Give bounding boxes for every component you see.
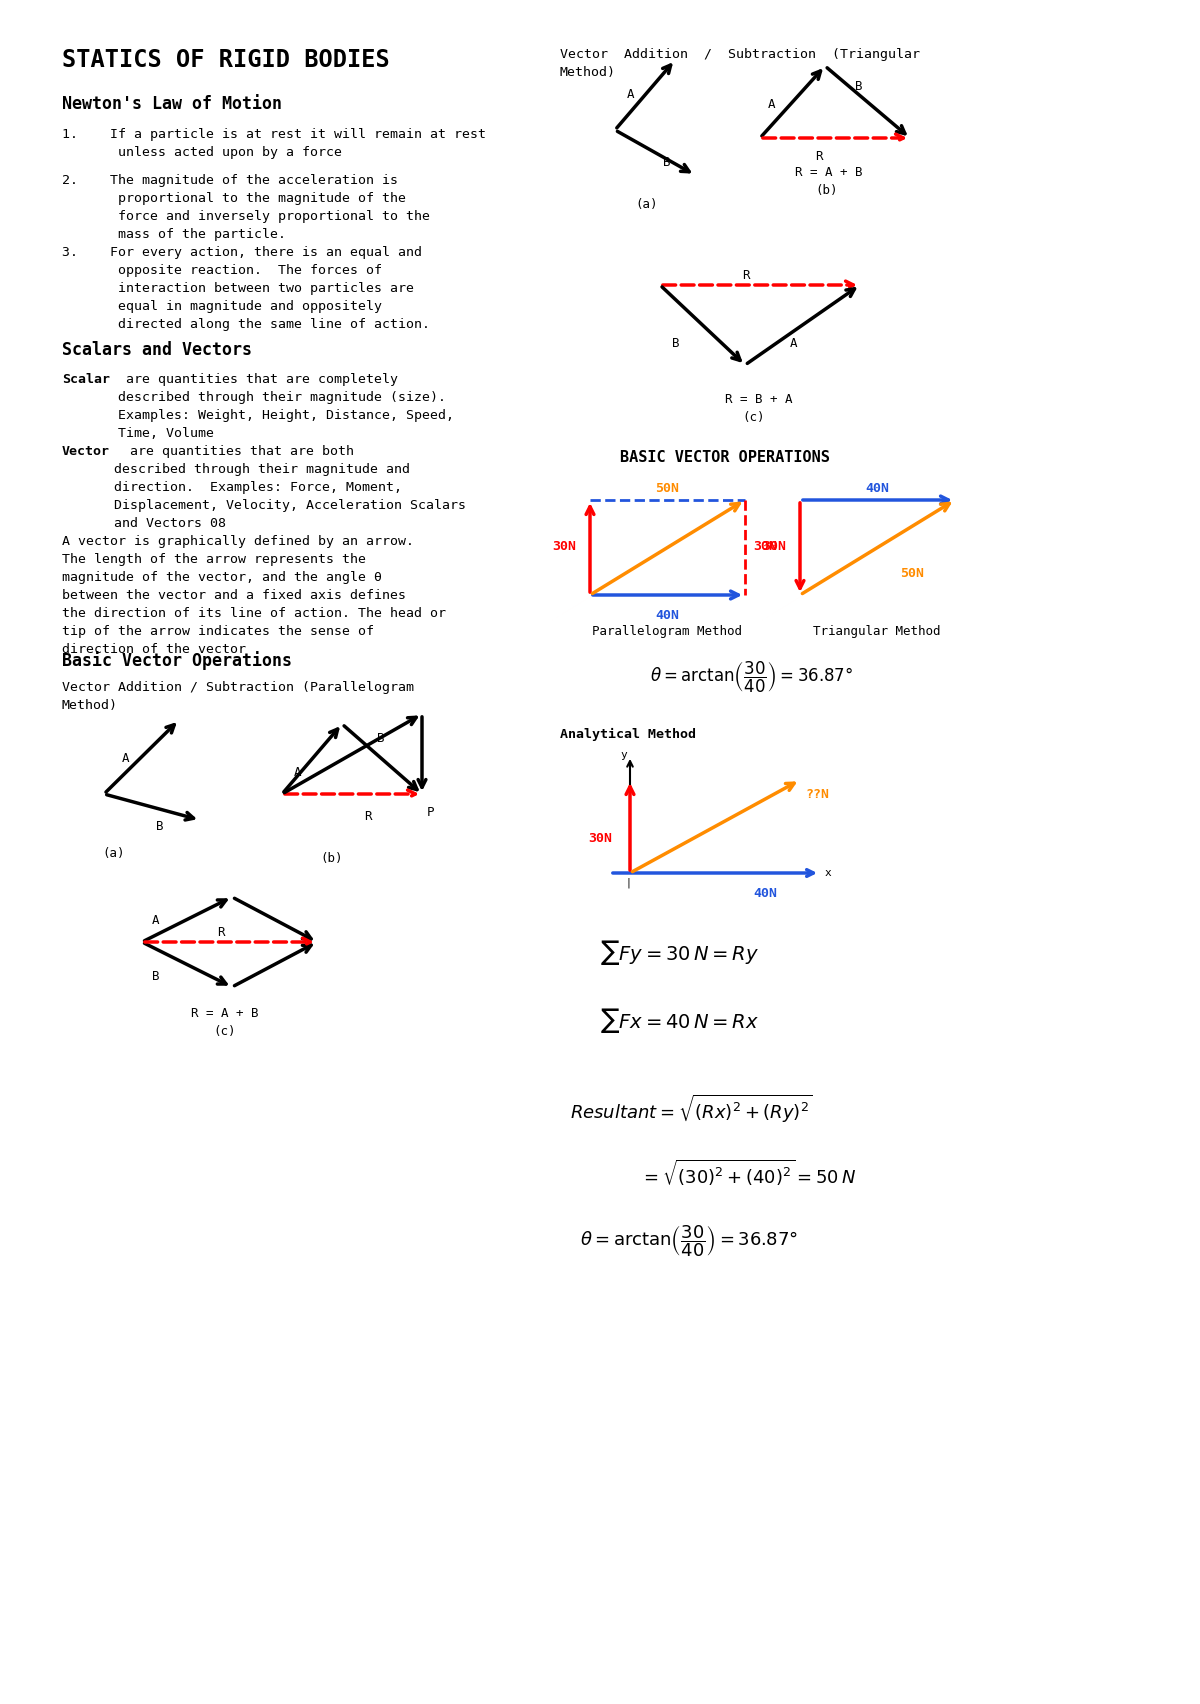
Text: 30N: 30N <box>588 832 612 845</box>
Text: 30N: 30N <box>754 540 778 554</box>
Text: A: A <box>122 751 130 765</box>
Text: $\sum Fy = 30\,N = Ry$: $\sum Fy = 30\,N = Ry$ <box>600 937 760 966</box>
Text: Scalars and Vectors: Scalars and Vectors <box>62 341 252 360</box>
Text: B: B <box>156 820 163 833</box>
Text: (c): (c) <box>214 1026 236 1038</box>
Text: P: P <box>427 806 434 820</box>
Text: 1.    If a particle is at rest it will remain at rest
       unless acted upon b: 1. If a particle is at rest it will rema… <box>62 128 486 158</box>
Text: $\theta = \arctan\!\left(\dfrac{30}{40}\right) = 36.87°$: $\theta = \arctan\!\left(\dfrac{30}{40}\… <box>650 659 853 695</box>
Text: $\theta = \arctan\!\left(\dfrac{30}{40}\right) = 36.87°$: $\theta = \arctan\!\left(\dfrac{30}{40}\… <box>580 1223 798 1259</box>
Text: $Resultant = \sqrt{(Rx)^2 + (Ry)^2}$: $Resultant = \sqrt{(Rx)^2 + (Ry)^2}$ <box>570 1092 812 1125</box>
Text: $= \sqrt{(30)^2 + (40)^2} = 50\,N$: $= \sqrt{(30)^2 + (40)^2} = 50\,N$ <box>640 1159 857 1188</box>
Text: 2.    The magnitude of the acceleration is
       proportional to the magnitude : 2. The magnitude of the acceleration is … <box>62 174 430 240</box>
Text: are quantities that are completely
described through their magnitude (size).
Exa: are quantities that are completely descr… <box>118 373 454 440</box>
Text: BASIC VECTOR OPERATIONS: BASIC VECTOR OPERATIONS <box>620 450 830 465</box>
Text: Parallelogram Method: Parallelogram Method <box>592 625 742 637</box>
Text: A: A <box>628 89 635 101</box>
Text: A: A <box>790 337 798 349</box>
Text: |: | <box>626 878 632 888</box>
Text: B: B <box>672 337 679 349</box>
Text: 40N: 40N <box>655 608 679 622</box>
Text: R = A + B: R = A + B <box>191 1007 259 1021</box>
Text: 50N: 50N <box>655 482 679 494</box>
Text: (a): (a) <box>635 198 658 211</box>
Text: Triangular Method: Triangular Method <box>814 625 941 637</box>
Text: (c): (c) <box>742 411 764 424</box>
Text: 40N: 40N <box>865 482 889 494</box>
Text: R = A + B: R = A + B <box>796 165 863 179</box>
Text: ??N: ??N <box>805 787 829 801</box>
Text: Vector: Vector <box>62 445 110 458</box>
Text: are quantities that are both
described through their magnitude and
direction.  E: are quantities that are both described t… <box>114 445 466 530</box>
Text: Scalar: Scalar <box>62 373 110 387</box>
Text: R: R <box>364 809 372 823</box>
Text: R: R <box>815 150 822 164</box>
Text: Analytical Method: Analytical Method <box>560 728 696 741</box>
Text: Vector Addition / Subtraction (Parallelogram
Method): Vector Addition / Subtraction (Parallelo… <box>62 682 414 712</box>
Text: 50N: 50N <box>900 567 924 579</box>
Text: Vector  Addition  /  Subtraction  (Triangular
Method): Vector Addition / Subtraction (Triangula… <box>560 48 920 78</box>
Text: 3.    For every action, there is an equal and
       opposite reaction.  The for: 3. For every action, there is an equal a… <box>62 245 430 331</box>
Text: $\sum Fx = 40\,N = Rx$: $\sum Fx = 40\,N = Rx$ <box>600 1005 760 1034</box>
Text: R = B + A: R = B + A <box>725 394 792 406</box>
Text: STATICS OF RIGID BODIES: STATICS OF RIGID BODIES <box>62 48 390 72</box>
Text: A vector is graphically defined by an arrow.
The length of the arrow represents : A vector is graphically defined by an ar… <box>62 535 446 656</box>
Text: A: A <box>152 913 160 927</box>
Text: 30N: 30N <box>762 540 786 554</box>
Text: Newton's Law of Motion: Newton's Law of Motion <box>62 95 282 112</box>
Text: B: B <box>152 970 160 983</box>
Text: (b): (b) <box>815 184 838 198</box>
Text: y: y <box>620 750 628 760</box>
Text: 30N: 30N <box>552 540 576 554</box>
Text: 40N: 40N <box>754 888 778 900</box>
Text: B: B <box>662 157 671 169</box>
Text: A: A <box>294 767 301 779</box>
Text: A: A <box>768 99 775 111</box>
Text: R: R <box>742 269 750 281</box>
Text: R: R <box>217 925 224 939</box>
Text: x: x <box>826 867 832 878</box>
Text: (a): (a) <box>103 847 125 861</box>
Text: (b): (b) <box>320 852 343 866</box>
Text: B: B <box>377 733 384 745</box>
Text: B: B <box>854 80 863 94</box>
Text: Basic Vector Operations: Basic Vector Operations <box>62 651 292 670</box>
